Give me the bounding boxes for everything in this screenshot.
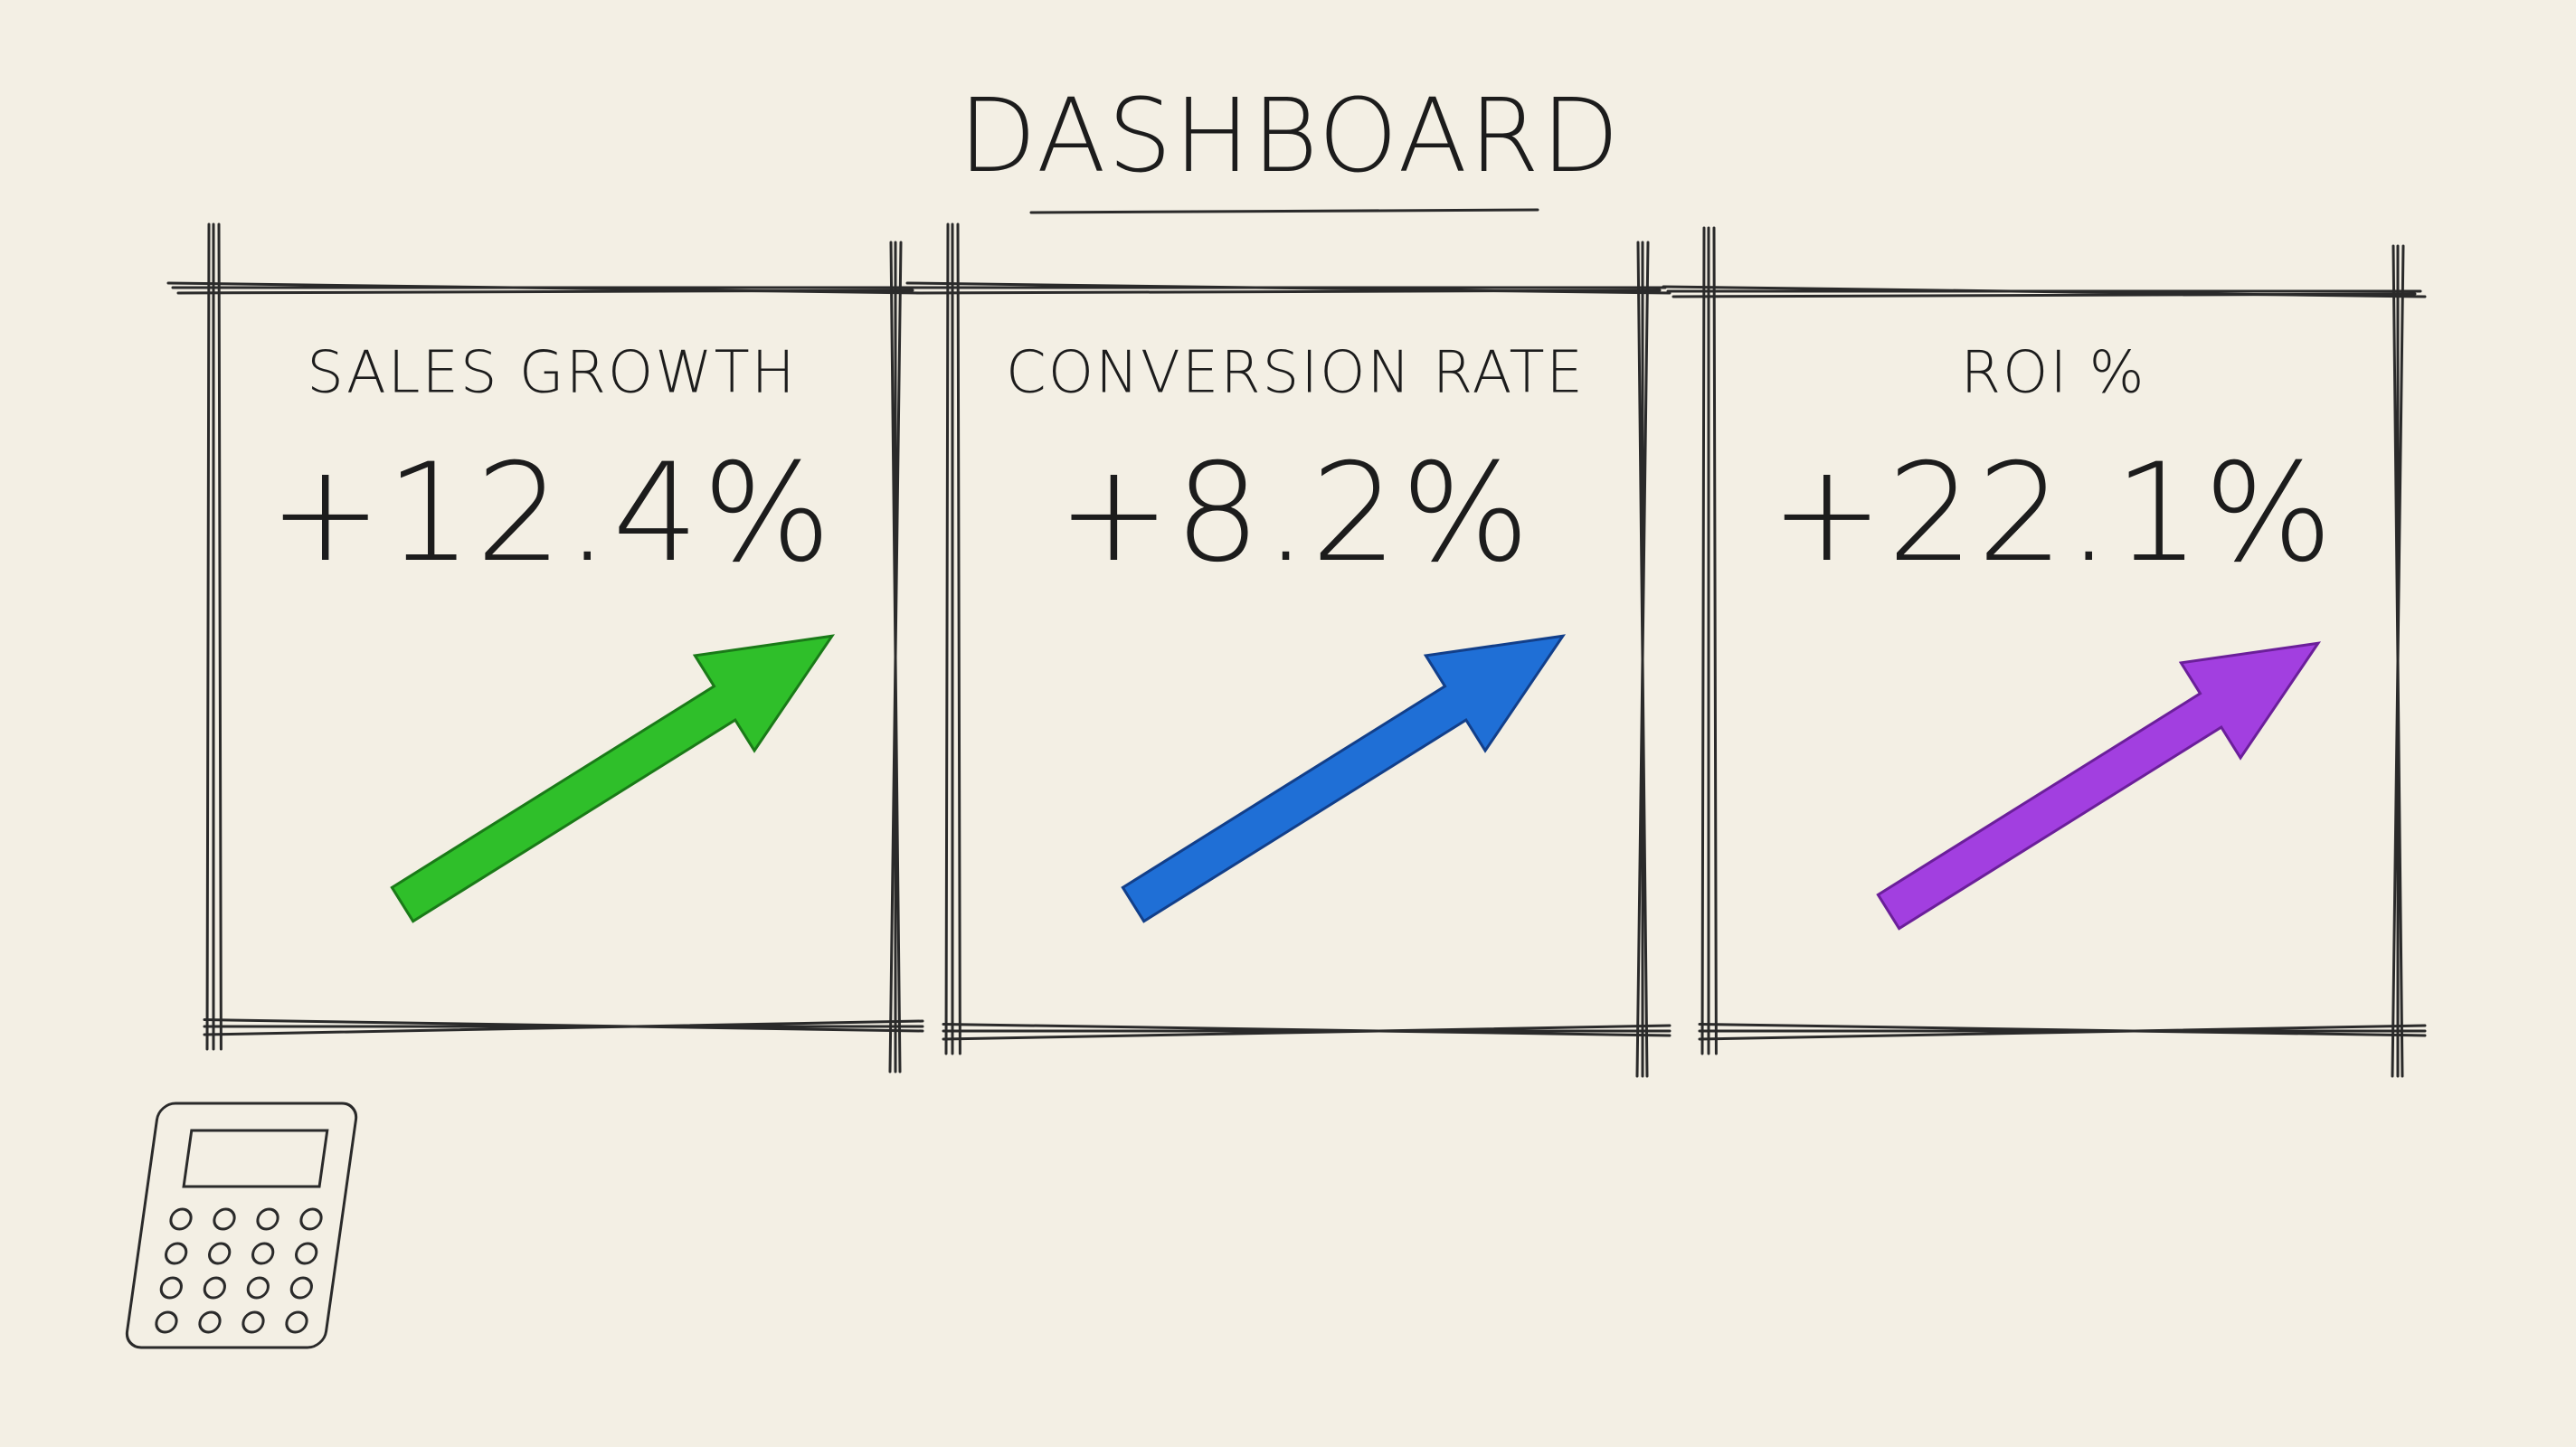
arrow: [390, 634, 836, 923]
calculator-key: [246, 1276, 270, 1300]
calculator-key: [169, 1207, 193, 1231]
card-value: +8.2%: [1057, 435, 1534, 592]
card-border: [1698, 1023, 2427, 1037]
card: CONVERSION RATE +8.2%: [1006, 340, 1585, 593]
card-border: [905, 281, 1672, 295]
calculator-key: [198, 1310, 222, 1334]
title-underline: [1029, 208, 1539, 214]
calculator-key: [203, 1276, 226, 1300]
calculator-key: [208, 1242, 232, 1265]
card-border: [217, 222, 223, 1051]
card-border: [942, 1023, 1672, 1037]
calculator-key: [285, 1310, 308, 1334]
card-value: +22.1%: [1770, 435, 2336, 592]
card-border: [2391, 244, 2404, 1078]
card-border: [1636, 241, 1649, 1078]
card-borders: [166, 222, 2427, 1078]
calculator-key: [159, 1276, 183, 1300]
card-border: [1700, 226, 1706, 1055]
calculator-key: [256, 1207, 279, 1231]
card: ROI % +22.1%: [1770, 340, 2336, 593]
arrow: [1121, 634, 1567, 923]
card-border: [942, 1024, 1672, 1041]
card-border: [1712, 226, 1718, 1055]
calculator-key: [289, 1276, 313, 1300]
card-border: [203, 1018, 924, 1033]
calculator-key: [251, 1242, 275, 1265]
card-border: [1662, 285, 2427, 298]
calculator-icon: [125, 1102, 358, 1349]
calculator-key: [165, 1242, 188, 1265]
cards: SALES GROWTH +12.4% CONVERSION RATE +8.2…: [269, 340, 2336, 593]
card-label: SALES GROWTH: [307, 340, 797, 407]
card-label: CONVERSION RATE: [1006, 340, 1585, 407]
card-border: [889, 241, 902, 1073]
calculator-key: [155, 1310, 178, 1334]
card-border: [203, 1019, 924, 1036]
card-value: +12.4%: [269, 435, 835, 592]
card-border: [1698, 1024, 2427, 1041]
card-border: [944, 222, 950, 1055]
calculator-key: [299, 1207, 323, 1231]
card-border: [205, 222, 211, 1051]
calculator-key: [242, 1310, 265, 1334]
calculator-key: [295, 1242, 318, 1265]
card-label: ROI %: [1961, 340, 2146, 407]
card-border: [166, 281, 924, 295]
card-border: [956, 222, 961, 1055]
arrow: [1876, 641, 2322, 931]
dashboard-title: DASHBOARD: [959, 78, 1621, 195]
card: SALES GROWTH +12.4%: [269, 340, 835, 593]
calculator-key: [213, 1207, 236, 1231]
